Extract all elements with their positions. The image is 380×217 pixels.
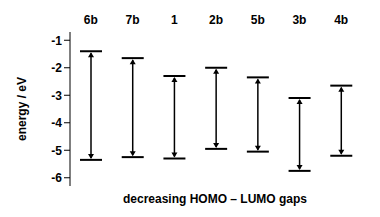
svg-text:-1: -1 <box>51 34 62 48</box>
svg-text:-4: -4 <box>51 116 62 130</box>
svg-text:-6: -6 <box>51 171 62 185</box>
svg-text:5b: 5b <box>251 13 265 27</box>
svg-text:-3: -3 <box>51 89 62 103</box>
svg-text:1: 1 <box>171 13 178 27</box>
svg-text:3b: 3b <box>292 13 306 27</box>
svg-text:4b: 4b <box>334 13 348 27</box>
svg-text:6b: 6b <box>84 13 98 27</box>
svg-text:energy / eV: energy / eV <box>15 77 29 141</box>
html-text:decreasing HOMO – LUMO gaps: decreasing HOMO – LUMO gaps <box>123 192 307 206</box>
svg-text:-5: -5 <box>51 144 62 158</box>
svg-text:-2: -2 <box>51 61 62 75</box>
svg-text:2b: 2b <box>209 13 223 27</box>
svg-text:7b: 7b <box>126 13 140 27</box>
